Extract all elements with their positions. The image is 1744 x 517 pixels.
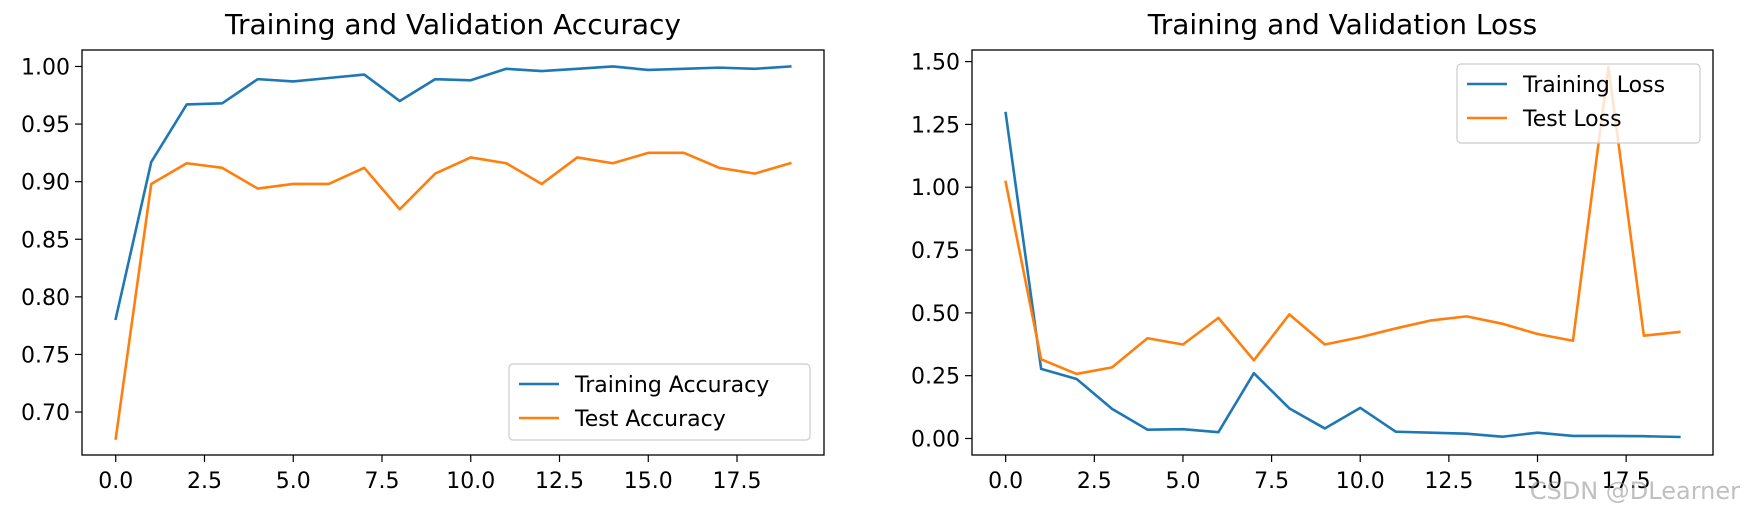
watermark: CSDN @DLearner	[1529, 477, 1740, 505]
chart-title: Training and Validation Accuracy	[224, 8, 681, 41]
x-tick-label: 5.0	[1165, 469, 1200, 494]
y-tick-label: 0.95	[21, 113, 70, 138]
legend-box	[1456, 63, 1701, 144]
y-tick-label: 0.85	[21, 228, 70, 253]
x-tick-label: 2.5	[1077, 469, 1112, 494]
y-tick-label: 0.75	[911, 239, 960, 264]
y-tick-label: 1.00	[21, 55, 70, 80]
legend-label: Training Loss	[1522, 73, 1665, 98]
series-line-training-accuracy	[114, 65, 792, 321]
x-tick-label: 7.5	[364, 469, 399, 494]
accuracy-chart: Training and Validation Accuracy 0.0 2.5 5.…	[21, 8, 825, 494]
y-tick-label: 0.25	[911, 365, 960, 390]
legend-label: Test Loss	[1522, 107, 1622, 132]
x-tick-label: 5.0	[276, 469, 311, 494]
plot-frame	[971, 49, 1714, 456]
y-tick-label: 0.75	[21, 343, 70, 368]
x-tick-label: 12.5	[1424, 469, 1473, 494]
x-tick-label: 10.0	[1336, 469, 1385, 494]
legend: Training Accuracy Test Accuracy	[508, 363, 811, 441]
y-tick-label: 0.70	[21, 401, 70, 426]
loss-chart: Training and Validation Loss 0.0 2.5 5.0 7.5…	[911, 8, 1714, 494]
y-tick-label: 0.50	[911, 302, 960, 327]
series-line-training-loss	[1004, 111, 1681, 439]
legend-label: Test Accuracy	[574, 407, 726, 432]
legend: Training Loss Test Loss	[1456, 63, 1701, 144]
plot-frame	[81, 49, 825, 456]
legend-box	[508, 363, 811, 441]
chart-title: Training and Validation Loss	[1147, 8, 1538, 41]
x-tick-label: 17.5	[713, 469, 762, 494]
y-tick-label: 0.80	[21, 286, 70, 311]
x-tick-label: 17.5	[1602, 469, 1651, 494]
x-tick-label: 2.5	[187, 469, 222, 494]
x-tick-label: 10.0	[446, 469, 495, 494]
y-tick-label: 1.50	[911, 51, 960, 76]
x-tick-label: 7.5	[1254, 469, 1289, 494]
series-line-test-loss	[1004, 65, 1681, 376]
x-tick-label: 15.0	[624, 469, 673, 494]
y-tick-label: 0.90	[21, 171, 70, 196]
legend-label: Training Accuracy	[574, 373, 769, 398]
y-tick-label: 1.25	[911, 113, 960, 138]
x-tick-label: 0.0	[98, 469, 133, 494]
x-tick-label: 0.0	[988, 469, 1023, 494]
x-tick-label: 12.5	[535, 469, 584, 494]
x-tick-label: 15.0	[1513, 469, 1562, 494]
y-tick-label: 1.00	[911, 176, 960, 201]
y-tick-label: 0.00	[911, 427, 960, 452]
series-line-test-accuracy	[114, 151, 792, 440]
